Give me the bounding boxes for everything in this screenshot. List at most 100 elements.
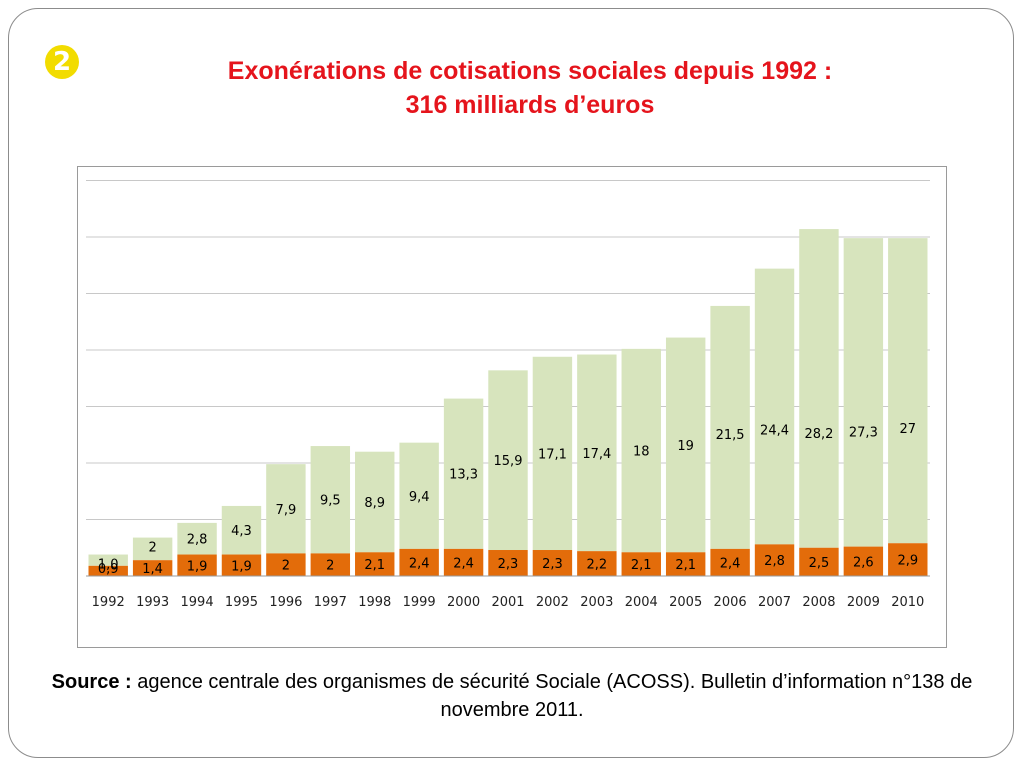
bar-bottom-1998 <box>355 552 395 576</box>
bar-bottom-label-2009: 2,6 <box>853 555 874 570</box>
title-line-2: 316 milliards d’euros <box>405 91 655 119</box>
x-tick-label-1993: 1993 <box>136 595 169 610</box>
x-tick-label-2008: 2008 <box>802 595 835 610</box>
x-tick-label-2006: 2006 <box>714 595 747 610</box>
source-label: Source : <box>51 671 132 693</box>
bar-top-label-1993: 2 <box>148 541 156 556</box>
bar-bottom-2006 <box>710 548 750 576</box>
bar-top-label-2005: 19 <box>677 439 694 454</box>
bar-top-1998 <box>355 451 395 553</box>
bar-top-label-1997: 9,5 <box>320 494 341 509</box>
slide-title: Exonérations de cotisations sociales dep… <box>100 54 960 122</box>
bar-top-2007 <box>754 268 795 545</box>
bar-top-label-1996: 7,9 <box>276 503 297 518</box>
bar-bottom-2000 <box>443 548 484 576</box>
source-text: agence centrale des organismes de sécuri… <box>131 671 973 721</box>
bar-top-2006 <box>710 305 750 549</box>
bar-bottom-label-1997: 2 <box>326 559 334 574</box>
bar-top-1992 <box>88 554 128 566</box>
bar-bottom-1992 <box>88 565 128 576</box>
number-two-badge-icon: 2 <box>45 45 79 79</box>
bar-top-2010 <box>888 238 928 544</box>
bar-top-1994 <box>177 522 217 555</box>
bar-top-1997 <box>310 446 351 554</box>
bar-bottom-label-2008: 2,5 <box>809 556 830 571</box>
bar-top-label-1999: 9,4 <box>409 490 430 505</box>
chart-container: 0,9 1,0 1992 1,4 2 1993 1,9 2,8 1994 1,9 4,3 1995 2 7… <box>77 166 947 648</box>
bar-top-label-2003: 17,4 <box>582 447 611 462</box>
x-tick-label-2003: 2003 <box>580 595 613 610</box>
bar-top-label-1998: 8,9 <box>364 496 385 511</box>
bar-top-2000 <box>443 398 484 549</box>
bar-bottom-1997 <box>310 553 351 576</box>
x-tick-label-2000: 2000 <box>447 595 480 610</box>
title-line-1: Exonérations de cotisations sociales dep… <box>227 57 833 85</box>
bar-top-label-2000: 13,3 <box>449 468 478 483</box>
bar-bottom-2010 <box>888 543 928 576</box>
bar-bottom-1996 <box>266 553 306 576</box>
x-tick-label-2007: 2007 <box>758 595 791 610</box>
bar-bottom-2003 <box>577 551 617 576</box>
x-tick-label-1994: 1994 <box>181 595 214 610</box>
bar-bottom-label-2000: 2,4 <box>453 556 474 571</box>
bar-bottom-label-1999: 2,4 <box>409 556 430 571</box>
bar-bottom-label-2006: 2,4 <box>720 556 741 571</box>
bar-bottom-2004 <box>621 552 661 576</box>
bar-bottom-2007 <box>754 544 795 576</box>
x-tick-label-2005: 2005 <box>669 595 702 610</box>
bar-bottom-2005 <box>665 552 706 576</box>
bar-top-label-2009: 27,3 <box>849 426 878 441</box>
bar-top-2005 <box>665 337 706 553</box>
bar-bottom-label-2005: 2,1 <box>675 558 696 573</box>
bar-bottom-1999 <box>399 548 439 576</box>
x-tick-label-1998: 1998 <box>358 595 391 610</box>
x-tick-label-2001: 2001 <box>491 595 524 610</box>
bar-top-label-1994: 2,8 <box>187 533 208 548</box>
bar-bottom-label-2001: 2,3 <box>498 557 519 572</box>
bar-top-2004 <box>621 348 661 553</box>
bar-top-label-2008: 28,2 <box>804 427 833 442</box>
bar-bottom-2008 <box>799 547 839 576</box>
bar-top-2009 <box>843 238 884 547</box>
bar-top-2001 <box>488 370 528 551</box>
x-tick-label-1992: 1992 <box>92 595 125 610</box>
bar-bottom-label-2007: 2,8 <box>764 554 785 569</box>
bar-top-1999 <box>399 442 439 549</box>
bar-bottom-label-2002: 2,3 <box>542 557 563 572</box>
x-tick-label-1999: 1999 <box>403 595 436 610</box>
bar-bottom-2009 <box>843 546 884 576</box>
bar-top-1995 <box>221 505 262 555</box>
bar-top-label-2002: 17,1 <box>538 447 567 462</box>
x-tick-label-2010: 2010 <box>891 595 924 610</box>
bar-bottom-label-2003: 2,2 <box>586 558 607 573</box>
bar-bottom-label-2004: 2,1 <box>631 558 652 573</box>
bar-top-label-2010: 27 <box>900 422 917 437</box>
x-tick-label-2004: 2004 <box>625 595 658 610</box>
bar-bottom-label-1994: 1,9 <box>187 559 208 574</box>
bar-bottom-1993 <box>132 560 173 576</box>
bar-top-label-2001: 15,9 <box>494 454 523 469</box>
source-note: Source : agence centrale des organismes … <box>40 668 984 724</box>
bar-top-label-1995: 4,3 <box>231 524 252 539</box>
bar-top-label-2006: 21,5 <box>716 428 745 443</box>
bar-top-2002 <box>532 356 573 551</box>
bar-bottom-label-1998: 2,1 <box>364 558 385 573</box>
bar-top-2003 <box>577 354 617 552</box>
x-tick-label-1997: 1997 <box>314 595 347 610</box>
x-tick-label-2009: 2009 <box>847 595 880 610</box>
bar-bottom-label-2010: 2,9 <box>897 554 918 569</box>
bar-top-2008 <box>799 229 839 548</box>
x-tick-label-2002: 2002 <box>536 595 569 610</box>
bar-bottom-1995 <box>221 554 262 576</box>
bar-bottom-label-1992: 0,9 <box>98 562 119 577</box>
bar-bottom-2001 <box>488 550 528 576</box>
x-tick-label-1996: 1996 <box>269 595 302 610</box>
bar-bottom-label-1993: 1,4 <box>142 562 163 577</box>
bar-bottom-label-1995: 1,9 <box>231 559 252 574</box>
stacked-bar-chart: 0,91,019921,4219931,92,819941,94,3199527… <box>86 180 930 610</box>
bar-bottom-label-1996: 2 <box>282 559 290 574</box>
bar-top-label-2004: 18 <box>633 445 650 460</box>
bar-top-1996 <box>266 464 306 554</box>
bar-bottom-2002 <box>532 550 573 576</box>
bar-top-label-2007: 24,4 <box>760 423 789 438</box>
